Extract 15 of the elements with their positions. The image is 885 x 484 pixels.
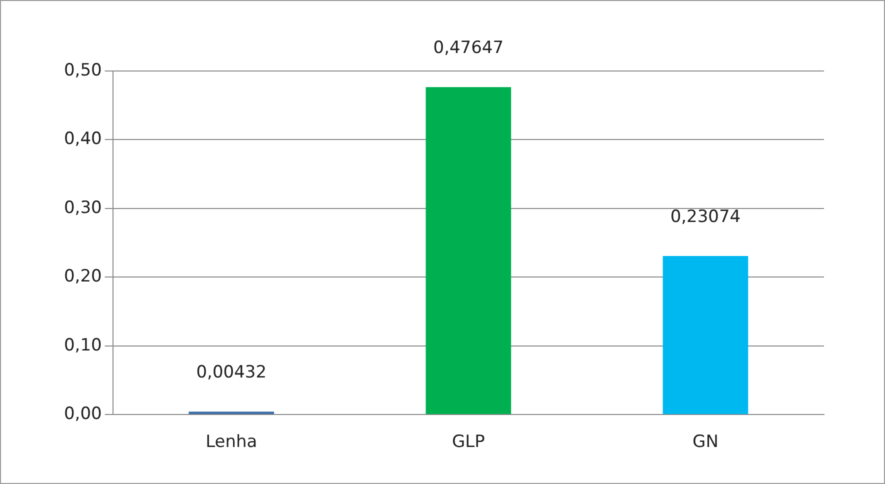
bar xyxy=(188,412,274,414)
y-tick-label: 0,20 xyxy=(64,266,102,287)
x-tick-label: GN xyxy=(692,432,718,452)
y-tick-label: 0,10 xyxy=(64,335,102,356)
x-tick-label: GLP xyxy=(452,432,485,452)
data-label: 0,47647 xyxy=(433,38,504,58)
bar xyxy=(426,87,512,414)
data-label: 0,00432 xyxy=(196,362,267,383)
y-tick-label: 0,30 xyxy=(64,198,102,218)
bar xyxy=(662,256,748,414)
data-label: 0,23074 xyxy=(670,206,741,227)
y-tick-label: 0,00 xyxy=(64,404,102,424)
y-tick-label: 0,50 xyxy=(64,60,102,80)
x-tick-label: Lenha xyxy=(206,432,258,452)
y-tick-label: 0,40 xyxy=(64,129,102,150)
